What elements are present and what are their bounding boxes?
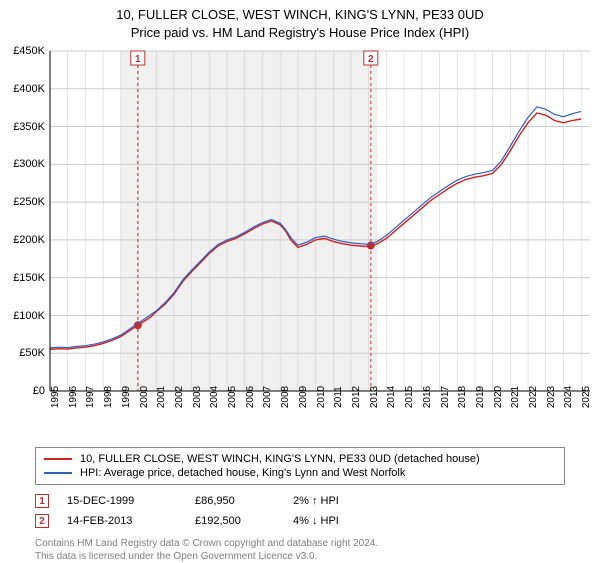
x-tick-label: 2006: [245, 386, 256, 408]
x-tick-label: 2005: [227, 386, 238, 408]
legend-label: 10, FULLER CLOSE, WEST WINCH, KING'S LYN…: [80, 453, 480, 465]
x-tick-label: 2004: [209, 386, 220, 408]
footer-line2: This data is licensed under the Open Gov…: [35, 550, 565, 563]
sale-delta: 2% ↑ HPI: [293, 495, 565, 507]
y-tick-label: £350K: [13, 121, 45, 133]
sale-date: 15-DEC-1999: [67, 495, 177, 507]
y-tick-label: £250K: [13, 196, 45, 208]
y-tick-label: £300K: [13, 158, 45, 170]
footer: Contains HM Land Registry data © Crown c…: [35, 537, 565, 563]
x-tick-label: 2007: [262, 386, 273, 408]
footer-line1: Contains HM Land Registry data © Crown c…: [35, 537, 565, 550]
svg-text:1: 1: [135, 54, 141, 65]
x-tick-label: 2018: [457, 386, 468, 408]
x-tick-label: 2002: [174, 386, 185, 408]
x-tick-label: 2009: [298, 386, 309, 408]
x-tick-label: 2021: [510, 386, 521, 408]
sale-price: £86,950: [195, 495, 275, 507]
x-tick-label: 2023: [546, 386, 557, 408]
sales-table: 1 15-DEC-1999 £86,950 2% ↑ HPI 2 14-FEB-2013 £…: [35, 491, 565, 531]
sale-marker: 1: [35, 494, 49, 508]
chart-area: 12 £0£50K£100K£150K£200K£250K£300K£350K£…: [0, 41, 600, 441]
x-tick-label: 2016: [422, 386, 433, 408]
y-tick-label: £150K: [13, 272, 45, 284]
x-tick-label: 2003: [192, 386, 203, 408]
x-tick-label: 2013: [369, 386, 380, 408]
x-tick-label: 2001: [156, 386, 167, 408]
x-tick-label: 1999: [121, 386, 132, 408]
x-tick-label: 1995: [50, 386, 61, 408]
x-tick-label: 2024: [563, 386, 574, 408]
x-tick-label: 1998: [103, 386, 114, 408]
legend-label: HPI: Average price, detached house, King…: [80, 467, 405, 479]
x-tick-label: 2014: [386, 386, 397, 408]
sale-delta: 4% ↓ HPI: [293, 515, 565, 527]
chart-title: 10, FULLER CLOSE, WEST WINCH, KING'S LYN…: [0, 0, 600, 41]
y-tick-label: £450K: [13, 45, 45, 57]
y-tick-label: £200K: [13, 234, 45, 246]
x-tick-label: 2025: [581, 386, 592, 408]
sale-marker: 2: [35, 514, 49, 528]
sale-price: £192,500: [195, 515, 275, 527]
x-tick-label: 2019: [475, 386, 486, 408]
x-tick-label: 2020: [493, 386, 504, 408]
x-tick-label: 1997: [85, 386, 96, 408]
legend-swatch: [44, 458, 72, 460]
legend: 10, FULLER CLOSE, WEST WINCH, KING'S LYN…: [35, 447, 565, 485]
x-tick-label: 2015: [404, 386, 415, 408]
legend-swatch: [44, 472, 72, 474]
y-tick-label: £400K: [13, 83, 45, 95]
chart-svg: 12: [0, 41, 600, 441]
sale-date: 14-FEB-2013: [67, 515, 177, 527]
legend-item: 10, FULLER CLOSE, WEST WINCH, KING'S LYN…: [44, 452, 556, 466]
x-tick-label: 2017: [440, 386, 451, 408]
title-line2: Price paid vs. HM Land Registry's House …: [0, 24, 600, 42]
y-tick-label: £100K: [13, 310, 45, 322]
legend-item: HPI: Average price, detached house, King…: [44, 466, 556, 480]
x-tick-label: 2022: [528, 386, 539, 408]
y-tick-label: £50K: [19, 347, 45, 359]
x-tick-label: 2008: [280, 386, 291, 408]
sale-row: 2 14-FEB-2013 £192,500 4% ↓ HPI: [35, 511, 565, 531]
sale-row: 1 15-DEC-1999 £86,950 2% ↑ HPI: [35, 491, 565, 511]
svg-text:2: 2: [368, 54, 374, 65]
x-tick-label: 2012: [351, 386, 362, 408]
x-tick-label: 1996: [68, 386, 79, 408]
x-tick-label: 2011: [333, 386, 344, 408]
title-line1: 10, FULLER CLOSE, WEST WINCH, KING'S LYN…: [116, 7, 484, 22]
y-tick-label: £0: [33, 385, 45, 397]
x-tick-label: 2000: [139, 386, 150, 408]
x-tick-label: 2010: [316, 386, 327, 408]
